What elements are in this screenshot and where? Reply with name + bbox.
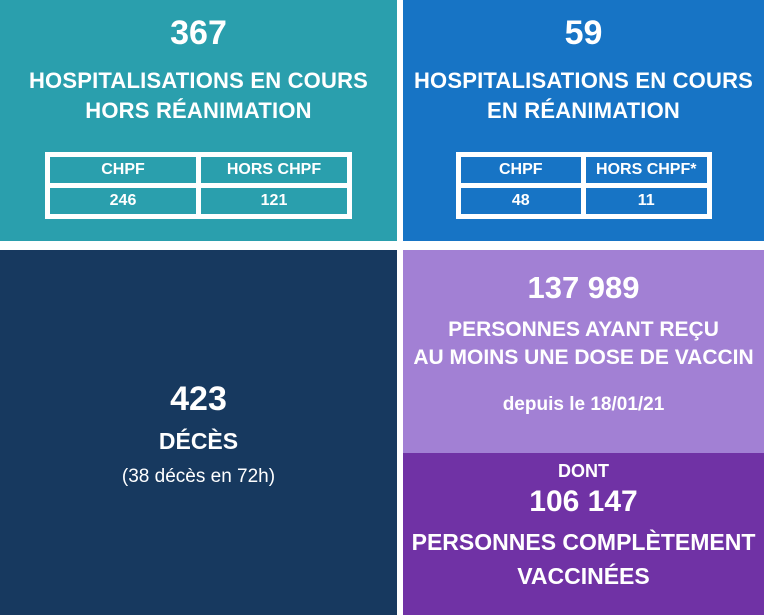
vaccin-une-dose-title-line1: PERSONNES AYANT REÇU — [448, 318, 719, 341]
hosp-hors-rea-table: CHPF HORS CHPF 246 121 — [45, 152, 352, 219]
hosp-rea-title: HOSPITALISATIONS EN COURS EN RÉANIMATION — [414, 66, 753, 126]
table-value-chpf: 48 — [460, 188, 581, 214]
table-value-hors-chpf: 121 — [201, 188, 347, 214]
deces-count: 423 — [170, 379, 227, 418]
vaccin-une-dose-title: PERSONNES AYANT REÇU AU MOINS UNE DOSE D… — [413, 316, 753, 372]
hosp-hors-rea-title: HOSPITALISATIONS EN COURS HORS RÉANIMATI… — [29, 66, 368, 126]
table-value-chpf: 246 — [50, 188, 196, 214]
hosp-rea-count: 59 — [564, 14, 603, 52]
vaccin-complet-title-line1: PERSONNES COMPLÈTEMENT — [411, 529, 756, 555]
table-header-hors-chpf: HORS CHPF — [201, 157, 347, 183]
hosp-hors-rea-title-line2: HORS RÉANIMATION — [85, 98, 312, 123]
hosp-hors-rea-title-line1: HOSPITALISATIONS EN COURS — [28, 68, 369, 93]
section-vaccin-une-dose: 137 989 PERSONNES AYANT REÇU AU MOINS UN… — [403, 250, 764, 453]
panel-hospitalisations-hors-reanimation: 367 HOSPITALISATIONS EN COURS HORS RÉANI… — [0, 0, 397, 241]
section-vaccin-complet: DONT 106 147 PERSONNES COMPLÈTEMENT VACC… — [403, 453, 764, 615]
vaccin-complet-count: 106 147 — [529, 485, 638, 518]
hosp-rea-table: CHPF HORS CHPF* 48 11 — [455, 152, 712, 219]
deces-label: DÉCÈS — [158, 427, 239, 454]
table-value-hors-chpf: 11 — [586, 188, 707, 214]
table-header-hors-chpf: HORS CHPF* — [586, 157, 707, 183]
vaccin-complet-prefix: DONT — [558, 461, 609, 481]
vaccin-complet-title-line2: VACCINÉES — [517, 563, 650, 589]
deces-note: (38 décès en 72h) — [121, 465, 276, 487]
vaccin-une-dose-date-note: depuis le 18/01/21 — [502, 394, 665, 415]
panel-vaccination: 137 989 PERSONNES AYANT REÇU AU MOINS UN… — [403, 250, 764, 615]
hosp-hors-rea-count: 367 — [170, 14, 227, 52]
panel-deces: 423 DÉCÈS (38 décès en 72h) — [0, 250, 397, 615]
vaccin-complet-title: PERSONNES COMPLÈTEMENT VACCINÉES — [412, 525, 756, 593]
table-header-chpf: CHPF — [50, 157, 196, 183]
vaccin-une-dose-count: 137 989 — [527, 270, 640, 305]
panel-hospitalisations-en-reanimation: 59 HOSPITALISATIONS EN COURS EN RÉANIMAT… — [403, 0, 764, 241]
hosp-rea-title-line1: HOSPITALISATIONS EN COURS — [413, 68, 754, 93]
hosp-rea-title-line2: EN RÉANIMATION — [486, 98, 681, 123]
table-header-chpf: CHPF — [460, 157, 581, 183]
vaccin-une-dose-title-line2: AU MOINS UNE DOSE DE VACCIN — [413, 346, 754, 369]
